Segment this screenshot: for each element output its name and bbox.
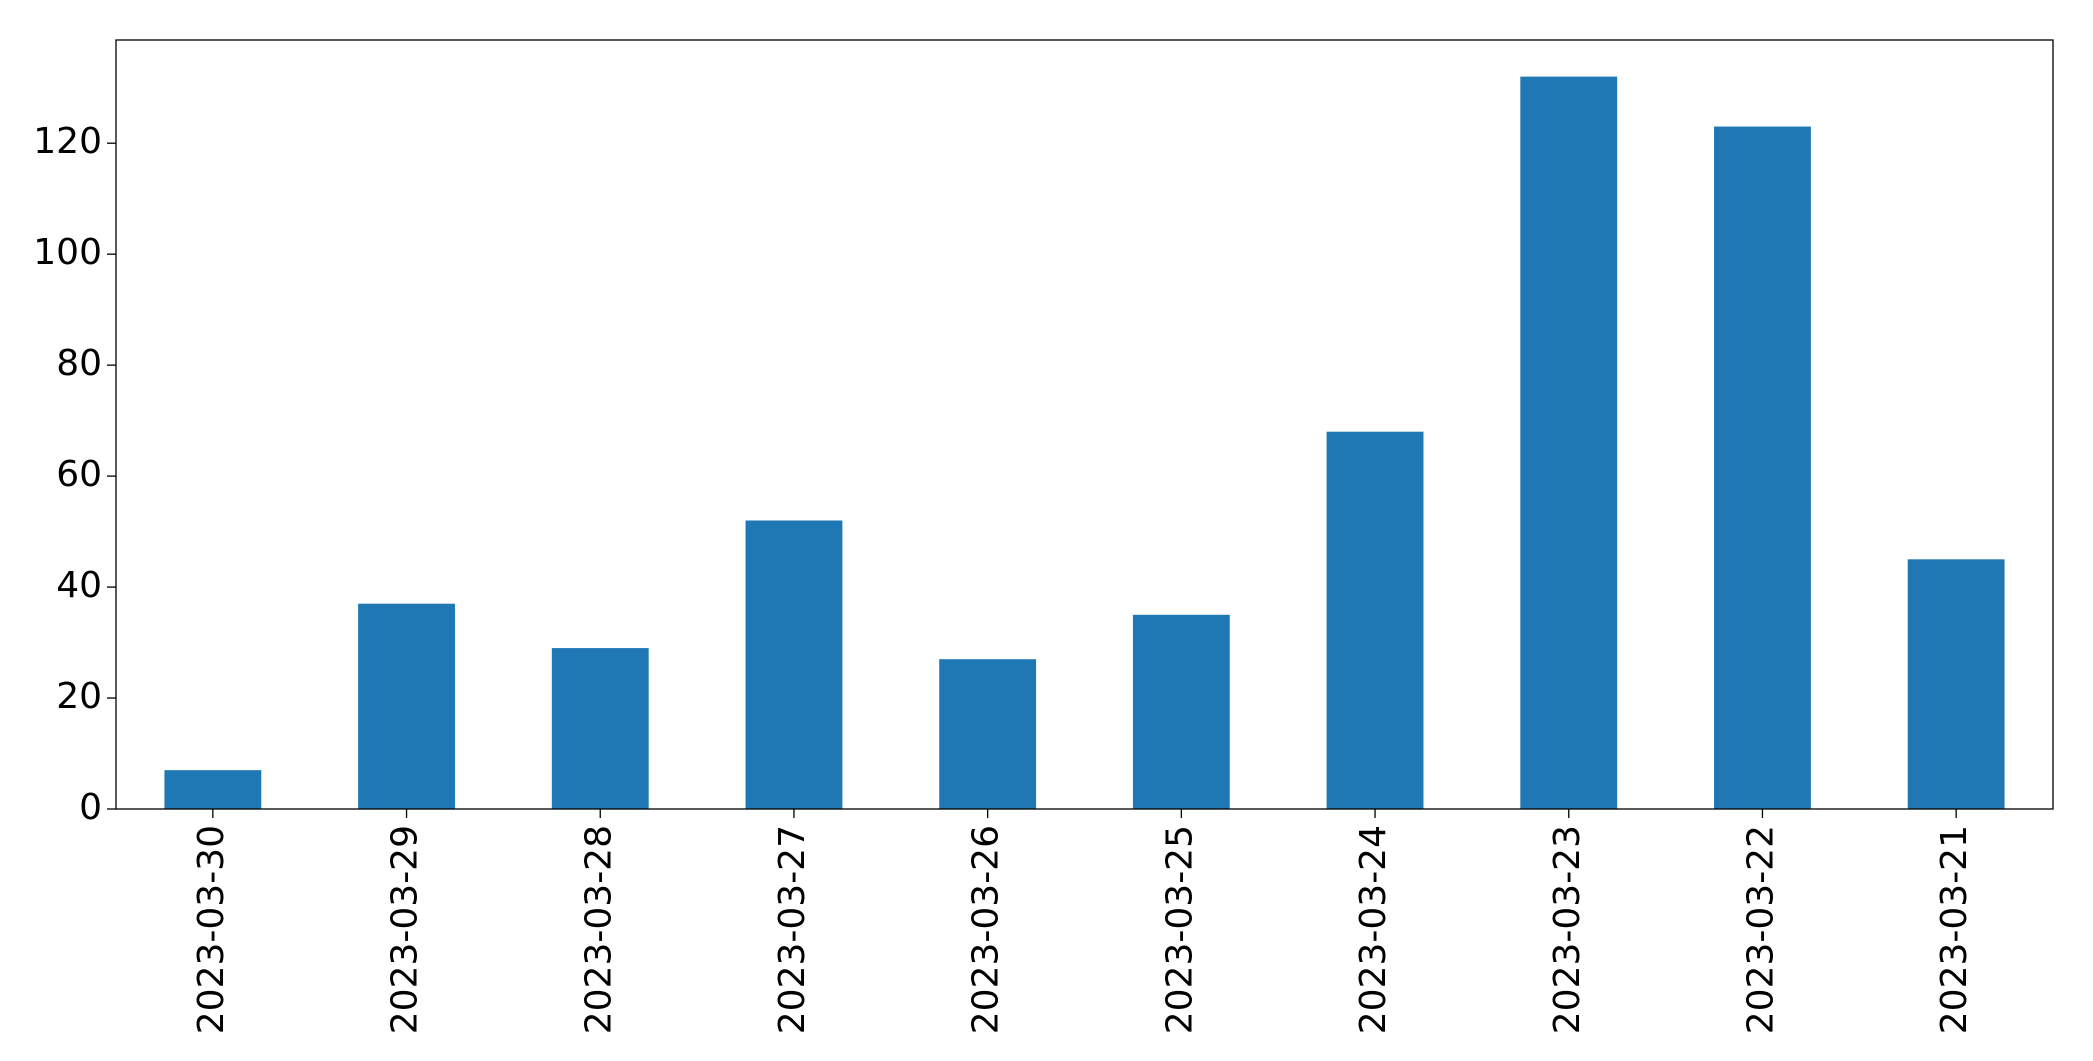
bar: [164, 770, 262, 809]
x-tick-label: 2023-03-28: [578, 825, 619, 1034]
x-tick-label: 2023-03-23: [1547, 825, 1588, 1034]
x-tick-label: 2023-03-27: [772, 825, 813, 1034]
bar: [1714, 126, 1811, 809]
x-tick-label: 2023-03-25: [1159, 825, 1200, 1034]
bar: [1132, 614, 1230, 809]
y-tick-label: 60: [56, 454, 102, 495]
y-tick-label: 120: [33, 121, 102, 162]
x-tick-label: 2023-03-24: [1353, 825, 1394, 1034]
bar: [551, 648, 649, 809]
y-tick-label: 0: [79, 787, 102, 828]
x-tick-label: 2023-03-29: [385, 825, 426, 1034]
x-tick-label: 2023-03-26: [966, 825, 1007, 1034]
plot-frame: [115, 39, 2054, 810]
y-tick-label: 20: [56, 676, 102, 717]
bar: [1326, 431, 1424, 809]
y-tick-label: 100: [33, 232, 102, 273]
x-tick-label: 2023-03-21: [1934, 825, 1975, 1034]
bar: [1520, 76, 1618, 810]
bar: [745, 520, 843, 809]
x-tick-label: 2023-03-22: [1740, 825, 1781, 1034]
y-tick-label: 80: [56, 343, 102, 384]
bar: [939, 659, 1037, 809]
y-tick-label: 40: [56, 565, 102, 606]
bar: [358, 603, 455, 809]
x-tick-label: 2023-03-30: [191, 825, 232, 1034]
bar: [1907, 559, 2005, 809]
